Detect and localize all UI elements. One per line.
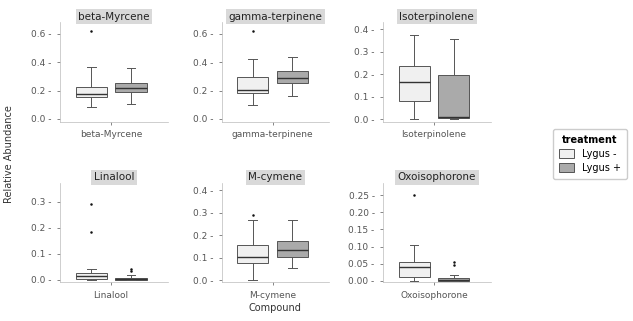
Title: beta-Myrcene: beta-Myrcene: [78, 12, 149, 22]
Bar: [277, 71, 308, 83]
Bar: [237, 245, 268, 263]
Bar: [399, 66, 430, 101]
Text: Relative Abundance: Relative Abundance: [4, 105, 15, 203]
Bar: [115, 278, 146, 280]
Bar: [76, 87, 107, 97]
Legend: Lygus -, Lygus +: Lygus -, Lygus +: [553, 129, 627, 179]
Title: Linalool: Linalool: [94, 172, 134, 182]
Title: Isoterpinolene: Isoterpinolene: [399, 12, 474, 22]
Title: gamma-terpinene: gamma-terpinene: [229, 12, 322, 22]
Bar: [399, 262, 430, 277]
X-axis label: Compound: Compound: [249, 303, 302, 313]
Bar: [438, 278, 469, 281]
Bar: [237, 77, 268, 93]
Bar: [115, 83, 146, 92]
Bar: [76, 273, 107, 279]
Title: Oxoisophorone: Oxoisophorone: [398, 172, 476, 182]
Bar: [438, 75, 469, 118]
Bar: [277, 241, 308, 256]
Title: M-cymene: M-cymene: [248, 172, 303, 182]
